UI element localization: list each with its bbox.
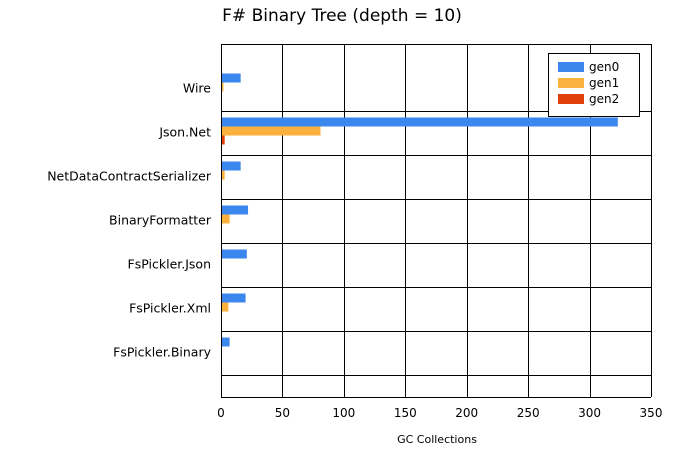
legend-label-gen0: gen0 <box>589 60 619 74</box>
bar-gen1 <box>222 302 229 312</box>
y-tick-label: FsPickler.Json <box>128 257 211 272</box>
legend-swatch-gen2 <box>558 94 584 104</box>
y-tick-label: Json.Net <box>158 125 211 140</box>
bar-gen1 <box>222 126 321 136</box>
legend-swatch-gen0 <box>558 62 584 72</box>
bar-gen1 <box>222 170 225 180</box>
x-tick-label: 350 <box>640 406 663 420</box>
x-tick-label: 150 <box>394 406 417 420</box>
x-tick-label: 0 <box>217 406 225 420</box>
bar-gen1 <box>222 214 230 224</box>
x-tick-label: 300 <box>578 406 601 420</box>
x-tick-label: 200 <box>455 406 478 420</box>
y-tick-label: NetDataContractSerializer <box>47 169 212 184</box>
bar-gen0 <box>222 337 230 347</box>
bar-gen0 <box>222 161 241 171</box>
x-tick-label: 250 <box>517 406 540 420</box>
x-tick-label: 100 <box>332 406 355 420</box>
bar-gen1 <box>222 82 224 92</box>
bar-gen0 <box>222 293 246 303</box>
x-axis-label: GC Collections <box>397 433 477 446</box>
legend-label-gen2: gen2 <box>589 92 619 106</box>
chart-title: F# Binary Tree (depth = 10) <box>222 6 462 26</box>
bar-gen0 <box>222 205 249 215</box>
bar-gen0 <box>222 249 247 259</box>
legend-swatch-gen1 <box>558 78 584 88</box>
y-tick-label: FsPickler.Binary <box>113 345 211 360</box>
legend-label-gen1: gen1 <box>589 76 619 90</box>
bar-gen0 <box>222 73 241 83</box>
y-tick-label: FsPickler.Xml <box>129 301 211 316</box>
x-tick-label: 50 <box>275 406 290 420</box>
y-tick-label: Wire <box>183 81 211 96</box>
y-tick-label: BinaryFormatter <box>109 213 212 228</box>
bar-gen2 <box>222 135 225 145</box>
bar-gen0 <box>222 117 618 127</box>
